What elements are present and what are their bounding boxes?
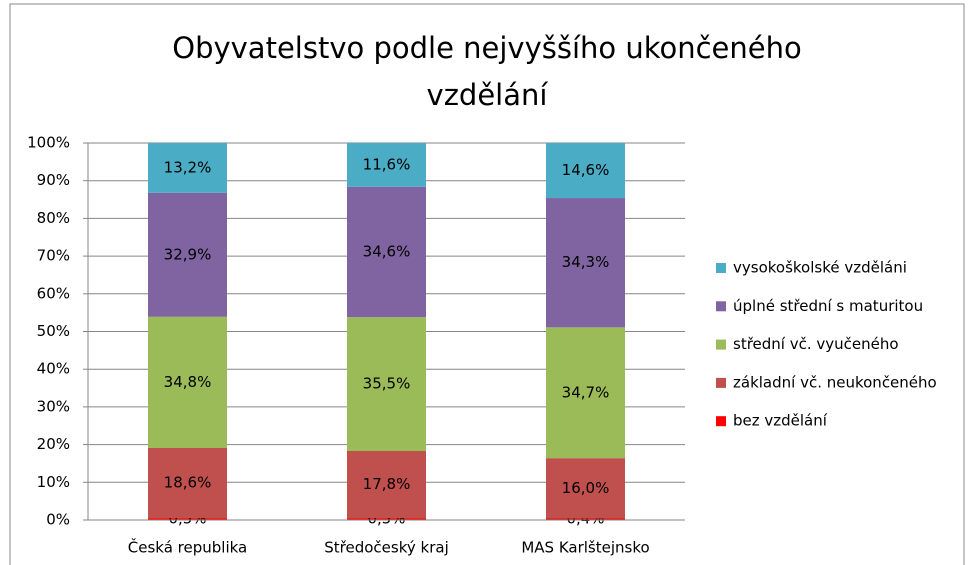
y-tick-label: 0% (46, 511, 70, 529)
y-tick-label: 70% (37, 247, 70, 265)
bar-segment (347, 186, 426, 318)
data-label: 34,6% (363, 242, 411, 260)
y-tick-label: 60% (37, 284, 70, 302)
bar-segment (148, 518, 227, 520)
data-label: 14,6% (562, 161, 610, 179)
legend-label: bez vzdělání (733, 412, 828, 430)
bar-segment (546, 327, 625, 459)
data-label: 11,6% (363, 155, 411, 173)
bar-segment (546, 198, 625, 328)
y-tick-label: 20% (37, 435, 70, 453)
chart-title: vzdělání (427, 78, 549, 112)
legend-label: základní vč. neukončeného (733, 373, 937, 391)
y-tick-label: 50% (37, 322, 70, 340)
y-tick-label: 30% (37, 397, 70, 415)
legend-swatch (716, 377, 726, 388)
y-tick-label: 80% (37, 209, 70, 227)
y-tick-label: 40% (37, 360, 70, 378)
bar-segment (148, 316, 227, 448)
bar-segment (347, 451, 426, 519)
data-label: 34,8% (164, 373, 212, 391)
bar-segment (148, 447, 227, 519)
legend-swatch (716, 416, 726, 427)
legend-label: vysokoškolské vzděláni (733, 259, 907, 277)
y-tick-label: 90% (37, 171, 70, 189)
data-label: 16,0% (562, 479, 610, 497)
x-tick-label: MAS Karlštejnsko (521, 539, 649, 557)
data-label: 13,2% (164, 158, 212, 176)
bar-segment (546, 143, 625, 199)
bar-segment (148, 143, 227, 193)
bar-segment (347, 143, 426, 187)
data-label: 32,9% (164, 245, 212, 263)
legend-swatch (716, 339, 726, 350)
y-tick-label: 10% (37, 473, 70, 491)
chart-title: Obyvatelstvo podle nejvyššího ukončeného (172, 31, 802, 65)
y-tick-label: 100% (27, 134, 70, 152)
x-tick-label: Česká republika (128, 538, 247, 557)
x-tick-label: Středočeský kraj (324, 539, 448, 557)
data-label: 18,6% (164, 474, 212, 492)
bar-segment (148, 192, 227, 317)
data-label: 34,3% (562, 253, 610, 271)
bar-segment (347, 317, 426, 452)
bar-segment (347, 518, 426, 520)
data-label: 35,5% (363, 375, 411, 393)
legend-swatch (716, 263, 726, 273)
data-label: 17,8% (363, 475, 411, 493)
bar-segment (546, 518, 625, 520)
legend-label: úplné střední s maturitou (733, 297, 923, 315)
bar-segment (546, 458, 625, 519)
legend-swatch (716, 301, 726, 312)
legend-label: střední vč. vyučeného (733, 335, 899, 353)
data-label: 34,7% (562, 383, 610, 401)
